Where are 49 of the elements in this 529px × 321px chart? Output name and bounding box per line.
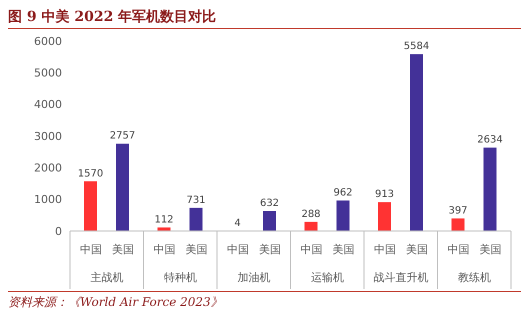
data-label: 1570	[78, 168, 104, 180]
bar	[116, 144, 129, 231]
x-tick-label: 战斗直升机	[373, 271, 428, 284]
data-label: 4	[234, 218, 241, 229]
text: 中国	[300, 243, 322, 256]
y-tick-label: 1000	[34, 193, 62, 206]
x-tick-label: 运输机	[310, 271, 344, 284]
data-label: 397	[448, 205, 468, 216]
bar	[190, 208, 202, 231]
text: 中国	[153, 243, 176, 256]
y-tick-label: 0	[55, 224, 62, 238]
text: 美国	[406, 243, 428, 256]
bar	[304, 222, 318, 231]
text: 美国	[332, 243, 354, 256]
text: 美国	[185, 243, 208, 256]
x-tick-label: 特种机	[164, 271, 197, 284]
data-label: 288	[301, 208, 321, 220]
data-label: 632	[260, 198, 280, 209]
data-label: 112	[154, 214, 174, 226]
y-tick-label: 4000	[34, 98, 62, 112]
bar	[84, 181, 97, 231]
y-tick-label: 2000	[34, 162, 62, 175]
data-label: 2634	[477, 134, 503, 146]
data-label: 731	[186, 194, 206, 206]
x-tick-label: 主战机	[90, 271, 124, 284]
bar	[263, 210, 276, 231]
bar	[484, 148, 496, 231]
bar	[336, 200, 350, 231]
x-tick-label: 加油机	[237, 271, 270, 284]
text: 美国	[479, 243, 502, 256]
y-tick-label: 5000	[34, 66, 62, 80]
bar	[410, 54, 423, 231]
text: 中国	[374, 243, 396, 256]
data-label: 2757	[110, 130, 136, 142]
chart-title: 图 9 中美 2022 年军机数目对比	[8, 8, 521, 29]
data-label: 962	[333, 188, 353, 199]
x-tick-label: 教练机	[458, 271, 491, 284]
text: 中国	[226, 243, 249, 256]
text: 美国	[258, 243, 281, 256]
bar	[378, 202, 391, 231]
series-label: 美国	[112, 243, 134, 256]
y-tick-label: 3000	[34, 130, 62, 143]
bar	[452, 218, 464, 231]
data-label: 913	[374, 189, 394, 200]
data-label: 5584	[404, 41, 430, 52]
y-tick-label: 6000	[34, 34, 62, 48]
text: 中国	[447, 243, 470, 256]
text: 资料来源：《World Air Force 2023》	[8, 291, 521, 311]
series-label: 中国	[80, 243, 102, 256]
